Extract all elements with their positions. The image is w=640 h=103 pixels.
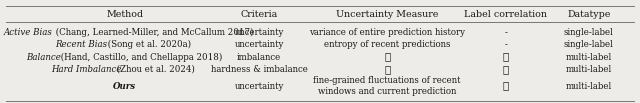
- Text: (Zhou et al. 2024): (Zhou et al. 2024): [114, 65, 195, 74]
- Text: Ours: Ours: [113, 81, 136, 91]
- Text: (Song et al. 2020a): (Song et al. 2020a): [105, 40, 191, 49]
- Text: Method: Method: [106, 10, 143, 19]
- Text: -: -: [504, 40, 507, 49]
- Text: ✗: ✗: [384, 53, 390, 62]
- Text: ✓: ✓: [502, 81, 509, 91]
- Text: Label correlation: Label correlation: [464, 10, 547, 19]
- Text: uncertainty: uncertainty: [234, 40, 284, 49]
- Text: uncertainty: uncertainty: [234, 81, 284, 91]
- Text: Balance: Balance: [26, 53, 61, 62]
- Text: Criteria: Criteria: [241, 10, 278, 19]
- Text: hardness & imbalance: hardness & imbalance: [211, 65, 308, 74]
- Text: ✗: ✗: [502, 65, 509, 74]
- Text: Hard Imbalance: Hard Imbalance: [51, 65, 122, 74]
- Text: (Hand, Castillo, and Chellappa 2018): (Hand, Castillo, and Chellappa 2018): [58, 53, 222, 62]
- Text: ✗: ✗: [384, 65, 390, 74]
- Text: single-label: single-label: [564, 28, 614, 37]
- Text: imbalance: imbalance: [237, 53, 282, 62]
- Text: variance of entire prediction history: variance of entire prediction history: [309, 28, 465, 37]
- Text: Recent Bias: Recent Bias: [56, 40, 108, 49]
- Text: multi-label: multi-label: [566, 53, 612, 62]
- Text: Uncertainty Measure: Uncertainty Measure: [336, 10, 438, 19]
- Text: fine-grained fluctuations of recent
windows and current prediction: fine-grained fluctuations of recent wind…: [314, 76, 461, 96]
- Text: (Chang, Learned-Miller, and McCallum 2017): (Chang, Learned-Miller, and McCallum 201…: [53, 28, 253, 37]
- Text: single-label: single-label: [564, 40, 614, 49]
- Text: multi-label: multi-label: [566, 65, 612, 74]
- Text: multi-label: multi-label: [566, 81, 612, 91]
- Text: ✗: ✗: [502, 53, 509, 62]
- Text: entropy of recent predictions: entropy of recent predictions: [324, 40, 451, 49]
- Text: uncertainty: uncertainty: [234, 28, 284, 37]
- Text: Datatype: Datatype: [567, 10, 611, 19]
- Text: Active Bias: Active Bias: [4, 28, 52, 37]
- Text: -: -: [504, 28, 507, 37]
